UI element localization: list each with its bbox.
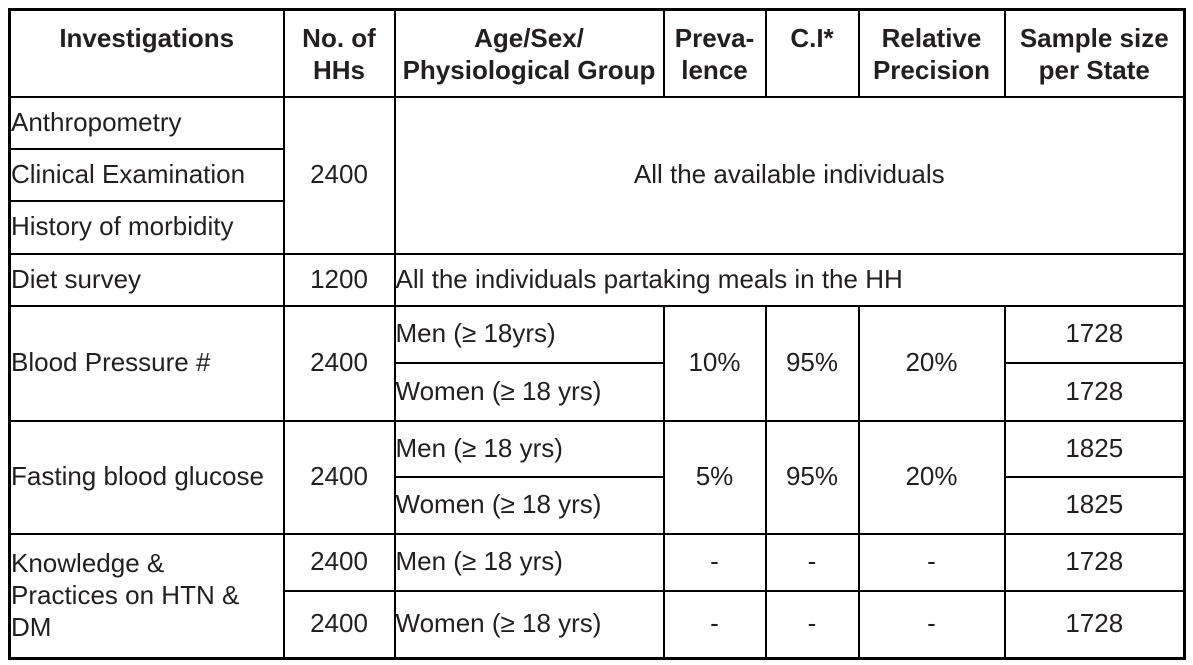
cell-blood-pressure-prevalence: 10% — [662, 304, 767, 422]
cell-knowledge-practices-men-sample: 1728 — [1003, 532, 1186, 592]
cell-blood-pressure-ci: 95% — [764, 304, 860, 422]
header-relative-precision: Relative Precision — [857, 8, 1006, 98]
cell-anthro-group-hhs: 2400 — [282, 95, 396, 255]
table-row: Blood Pressure # 2400 Men (≥ 18yrs) 10% … — [8, 304, 1186, 422]
cell-anthro-group-coverage: All the available individuals — [393, 95, 1186, 255]
header-investigations: Investigations — [8, 8, 285, 98]
cell-diet-survey: Diet survey — [8, 252, 285, 307]
header-prevalence: Preva- lence — [662, 8, 767, 98]
cell-knowledge-practices-women-relative-precision: - — [857, 589, 1006, 660]
cell-blood-pressure-relative-precision: 20% — [857, 304, 1006, 422]
cell-fasting-blood-glucose: Fasting blood glucose — [8, 419, 285, 535]
table-row: History of morbidity — [8, 199, 1185, 255]
header-no-of-hhs: No. of HHs — [282, 8, 396, 98]
header-row: Investigations No. of HHs Age/Sex/ Physi… — [8, 8, 1186, 98]
cell-knowledge-practices-men-relative-precision: - — [857, 532, 1006, 592]
cell-knowledge-practices-men-ci: - — [764, 532, 860, 592]
cell-fasting-blood-glucose-ci: 95% — [764, 419, 860, 535]
cell-blood-pressure-hhs: 2400 — [282, 304, 396, 422]
cell-knowledge-practices-men-hhs: 2400 — [282, 532, 396, 592]
table-row: Women (≥ 18 yrs) 1825 — [10, 475, 1186, 535]
cell-knowledge-practices: Knowledge & Practices on HTN & DM — [8, 532, 285, 660]
header-ci: C.I* — [764, 8, 860, 98]
cell-diet-survey-coverage: All the individuals partaking meals in t… — [393, 252, 1186, 307]
table-row: 2400 Women (≥ 18 yrs) - - - 1728 — [10, 589, 1186, 660]
cell-knowledge-practices-women-hhs: 2400 — [282, 589, 396, 660]
cell-diet-survey-hhs: 1200 — [282, 252, 396, 307]
sampling-design-table: Investigations No. of HHs Age/Sex/ Physi… — [8, 8, 1186, 660]
cell-blood-pressure-women-sample: 1728 — [1003, 361, 1186, 422]
cell-clinical-examination: Clinical Examination — [8, 147, 285, 202]
cell-fasting-blood-glucose-men-sample: 1825 — [1003, 419, 1186, 478]
table-row: Anthropometry 2400 All the available ind… — [8, 95, 1186, 255]
cell-fasting-blood-glucose-prevalence: 5% — [662, 419, 767, 535]
header-sample-size: Sample size per State — [1003, 8, 1186, 98]
cell-fasting-blood-glucose-men-group: Men (≥ 18 yrs) — [393, 419, 665, 478]
table-row: Knowledge & Practices on HTN & DM 2400 M… — [8, 532, 1186, 660]
table-row: Diet survey 1200 All the individuals par… — [8, 252, 1186, 307]
cell-blood-pressure-men-group: Men (≥ 18yrs) — [393, 304, 665, 364]
cell-fasting-blood-glucose-relative-precision: 20% — [857, 419, 1006, 535]
cell-anthropometry: Anthropometry — [8, 95, 285, 150]
cell-knowledge-practices-women-prevalence: - — [662, 589, 767, 660]
table-row: Women (≥ 18 yrs) 1728 — [10, 361, 1186, 422]
cell-knowledge-practices-women-sample: 1728 — [1003, 589, 1186, 660]
cell-fasting-blood-glucose-women-group: Women (≥ 18 yrs) — [393, 475, 665, 535]
cell-knowledge-practices-women-ci: - — [764, 589, 860, 660]
cell-blood-pressure-women-group: Women (≥ 18 yrs) — [393, 361, 665, 422]
cell-knowledge-practices-men-prevalence: - — [662, 532, 767, 592]
cell-fasting-blood-glucose-hhs: 2400 — [282, 419, 396, 535]
header-age-sex-group: Age/Sex/ Physiological Group — [393, 8, 665, 98]
table-row: Fasting blood glucose 2400 Men (≥ 18 yrs… — [8, 419, 1186, 535]
cell-blood-pressure-men-sample: 1728 — [1003, 304, 1186, 364]
cell-knowledge-practices-women-group: Women (≥ 18 yrs) — [393, 589, 665, 660]
cell-fasting-blood-glucose-women-sample: 1825 — [1003, 475, 1186, 535]
cell-blood-pressure: Blood Pressure # — [8, 304, 285, 422]
cell-history-of-morbidity: History of morbidity — [8, 199, 285, 255]
table-row: Clinical Examination — [8, 147, 1185, 202]
cell-knowledge-practices-men-group: Men (≥ 18 yrs) — [393, 532, 665, 592]
